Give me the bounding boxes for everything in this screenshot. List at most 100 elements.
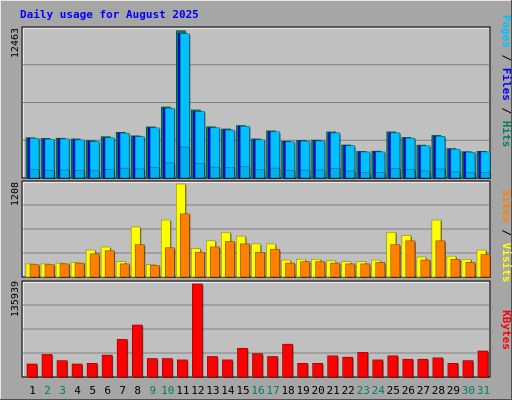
sites-bar-day-29 [450, 258, 461, 278]
pages-value-day-21 [330, 167, 340, 179]
sites-bar-day-2 [44, 264, 55, 278]
day-label-30: 30 [462, 384, 475, 397]
day-label-23: 23 [357, 384, 370, 397]
y-label-kbytes: KBytes [500, 310, 512, 350]
pages-value-day-18 [285, 169, 295, 179]
kbytes-bar-day-27 [417, 358, 429, 378]
y-tick-hits: 12463 [10, 28, 21, 58]
pages-value-day-9 [149, 167, 160, 179]
day-label-6: 6 [104, 384, 111, 397]
y-label-sites: Sites [500, 190, 512, 223]
y-label-sep-2: / [500, 101, 512, 121]
sites-bar-day-10 [164, 247, 175, 278]
day-label-3: 3 [59, 384, 66, 397]
day-label-18: 18 [281, 384, 294, 397]
day-label-20: 20 [312, 384, 325, 397]
pages-value-day-19 [300, 169, 310, 179]
sites-bar-day-31 [480, 254, 491, 278]
kbytes-bar-day-11 [177, 359, 188, 378]
pages-value-day-24 [375, 171, 386, 179]
sites-bar-day-20 [315, 261, 325, 278]
y-label-sep-1: / [500, 48, 512, 68]
day-label-4: 4 [74, 384, 81, 397]
pages-value-day-17 [270, 167, 280, 179]
pages-value-day-14 [225, 167, 235, 179]
kbytes-bar-day-22 [342, 356, 353, 378]
y-label-pages: Pages [500, 15, 512, 48]
kbytes-bar-day-20 [312, 363, 323, 378]
pages-value-day-8 [134, 168, 145, 179]
sites-bar-day-28 [435, 240, 446, 278]
sites-bar-day-5 [89, 253, 100, 278]
sites-bar-day-18 [285, 262, 295, 278]
pages-value-day-12 [195, 163, 205, 179]
kbytes-bar-day-21 [327, 355, 338, 378]
chart-title: Daily usage for August 2025 [20, 8, 199, 21]
y-label-hits-part: Hits [500, 121, 512, 148]
pages-value-day-7 [119, 167, 130, 179]
sites-bar-day-24 [375, 262, 386, 278]
pages-value-day-25 [390, 167, 401, 179]
sites-bar-day-16 [255, 252, 265, 278]
pages-value-day-6 [104, 169, 115, 179]
pages-value-day-4 [74, 170, 85, 179]
y-label-visits-part: Visits [500, 243, 512, 283]
day-label-13: 13 [206, 384, 219, 397]
kbytes-bar-day-1 [26, 363, 38, 378]
kbytes-bar-day-17 [267, 356, 278, 378]
kbytes-bar-day-31 [477, 350, 489, 378]
y-label-kbytes-part: KBytes [500, 310, 512, 350]
sites-bar-day-4 [74, 262, 85, 278]
kbytes-bar-day-15 [237, 347, 248, 378]
day-label-7: 7 [119, 384, 126, 397]
pages-value-day-16 [255, 169, 265, 179]
y-label-visits: Sites / Visits [500, 190, 512, 283]
pages-value-day-20 [315, 169, 325, 179]
kbytes-bar-day-12 [192, 283, 203, 378]
day-label-2: 2 [44, 384, 51, 397]
sites-bar-day-13 [210, 246, 220, 278]
day-label-15: 15 [236, 384, 249, 397]
y-tick-visits: 1208 [10, 182, 21, 206]
kbytes-bar-day-6 [101, 354, 113, 378]
day-label-29: 29 [447, 384, 460, 397]
y-tick-kbytes: 135939 [10, 281, 21, 317]
kbytes-bar-day-28 [432, 357, 444, 378]
day-label-17: 17 [266, 384, 279, 397]
pages-value-day-3 [59, 169, 70, 179]
day-label-10: 10 [161, 384, 174, 397]
y-label-files: Files [500, 68, 512, 101]
sites-bar-day-3 [59, 263, 70, 278]
day-label-9: 9 [149, 384, 156, 397]
kbytes-bar-day-4 [71, 363, 83, 378]
sites-bar-day-19 [300, 261, 310, 278]
pages-value-day-30 [465, 172, 476, 179]
pages-value-day-13 [210, 166, 220, 179]
kbytes-bar-day-25 [387, 355, 399, 378]
day-label-25: 25 [387, 384, 400, 397]
kbytes-bar-day-8 [131, 324, 143, 378]
sites-bar-day-21 [330, 262, 340, 278]
sites-bar-day-15 [240, 243, 250, 278]
kbytes-bar-day-26 [402, 358, 414, 378]
pages-value-day-22 [345, 170, 355, 179]
kbytes-bar-day-23 [357, 352, 369, 378]
day-label-16: 16 [251, 384, 264, 397]
pages-value-day-10 [164, 162, 175, 179]
kbytes-bar-day-13 [207, 356, 218, 378]
pages-value-day-1 [29, 169, 40, 179]
pages-files-hits-panel [21, 26, 491, 180]
sites-bar-day-9 [149, 265, 160, 278]
kbytes-bar-day-9 [146, 358, 158, 378]
sites-bar-day-23 [360, 263, 371, 278]
kbytes-bar-day-29 [447, 363, 459, 378]
kbytes-bar-day-16 [252, 353, 263, 378]
sites-bar-day-6 [104, 250, 115, 278]
sites-bar-day-22 [345, 263, 355, 278]
kbytes-bar-day-14 [222, 359, 233, 378]
day-label-22: 22 [342, 384, 355, 397]
day-label-28: 28 [432, 384, 445, 397]
pages-value-day-28 [435, 168, 446, 179]
pages-value-day-15 [240, 166, 250, 179]
